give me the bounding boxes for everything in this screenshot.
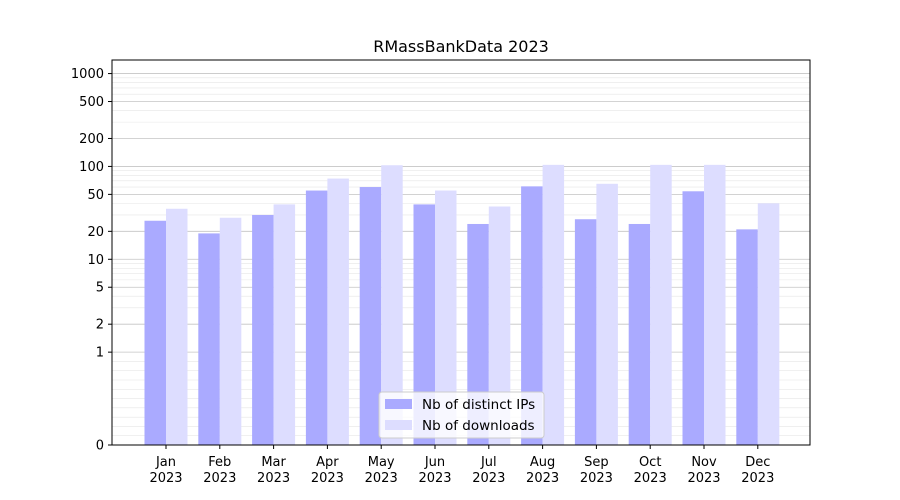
legend-box (378, 391, 545, 439)
bar-downloads (327, 178, 349, 445)
bar-downloads (166, 208, 188, 445)
bar-distinct-ips (628, 223, 651, 445)
bars (144, 164, 780, 446)
x-tick-label: Apr 2023 (311, 455, 344, 486)
y-tick-label: 10 (87, 253, 104, 268)
y-tick-label: 1 (96, 346, 104, 361)
x-tick-label: Jun 2023 (418, 455, 451, 486)
bar-distinct-ips (574, 219, 597, 445)
y-tick-label: 5 (96, 281, 104, 296)
y-tick-label: 100 (79, 160, 104, 175)
bar-downloads (273, 204, 296, 445)
y-tick-label: 2 (96, 318, 104, 333)
y-tick-label: 1000 (71, 67, 104, 82)
bar-distinct-ips (413, 204, 435, 445)
bar-downloads (542, 164, 565, 445)
x-tick-label: Jan 2023 (149, 455, 182, 486)
chart-title: RMassBankData 2023 (373, 37, 549, 56)
x-tick-label: Oct 2023 (634, 455, 667, 486)
bar-distinct-ips (144, 220, 166, 445)
plot-frame (111, 59, 811, 446)
y-tick-label: 20 (87, 225, 104, 240)
x-tick-label: Feb 2023 (203, 455, 236, 486)
y-tick-label: 0 (96, 439, 104, 454)
y-tick-label: 500 (79, 95, 104, 110)
legend-swatch (385, 420, 412, 430)
bar-distinct-ips (521, 186, 543, 445)
x-tick-label: May 2023 (365, 455, 398, 486)
x-tick-label: Nov 2023 (687, 455, 720, 486)
bar-distinct-ips (682, 191, 704, 445)
bar-distinct-ips (736, 229, 758, 445)
bar-distinct-ips (359, 187, 382, 445)
bar-downloads (381, 165, 403, 445)
bar-downloads (435, 190, 457, 445)
legend: Nb of distinct IPs Nb of downloads (378, 391, 545, 439)
bar-downloads (650, 164, 672, 445)
bar-downloads (488, 206, 511, 445)
bar-downloads (596, 183, 618, 446)
bar-distinct-ips (252, 214, 274, 445)
bar-distinct-ips (467, 223, 489, 445)
x-tick-label: Aug 2023 (526, 455, 559, 486)
legend-swatch (385, 399, 412, 409)
bar-downloads (757, 203, 780, 445)
bar-distinct-ips (305, 190, 328, 445)
legend-label: Nb of downloads (422, 418, 535, 434)
bar-downloads (704, 164, 726, 445)
axes: 0 1 2 5 10 20 50 100 200 500 1000 Jan 2023 Feb 2023 Mar… (71, 59, 811, 486)
bar-distinct-ips (198, 233, 220, 445)
y-tick-label: 50 (87, 188, 104, 203)
x-tick-label: Jul 2023 (472, 455, 505, 486)
x-tick-label: Mar 2023 (257, 455, 290, 486)
x-tick-label: Dec 2023 (741, 455, 774, 486)
x-tick-label: Sep 2023 (580, 455, 613, 486)
y-tick-label: 200 (79, 132, 104, 147)
legend-label: Nb of distinct IPs (422, 397, 535, 413)
bar-downloads (219, 217, 242, 445)
